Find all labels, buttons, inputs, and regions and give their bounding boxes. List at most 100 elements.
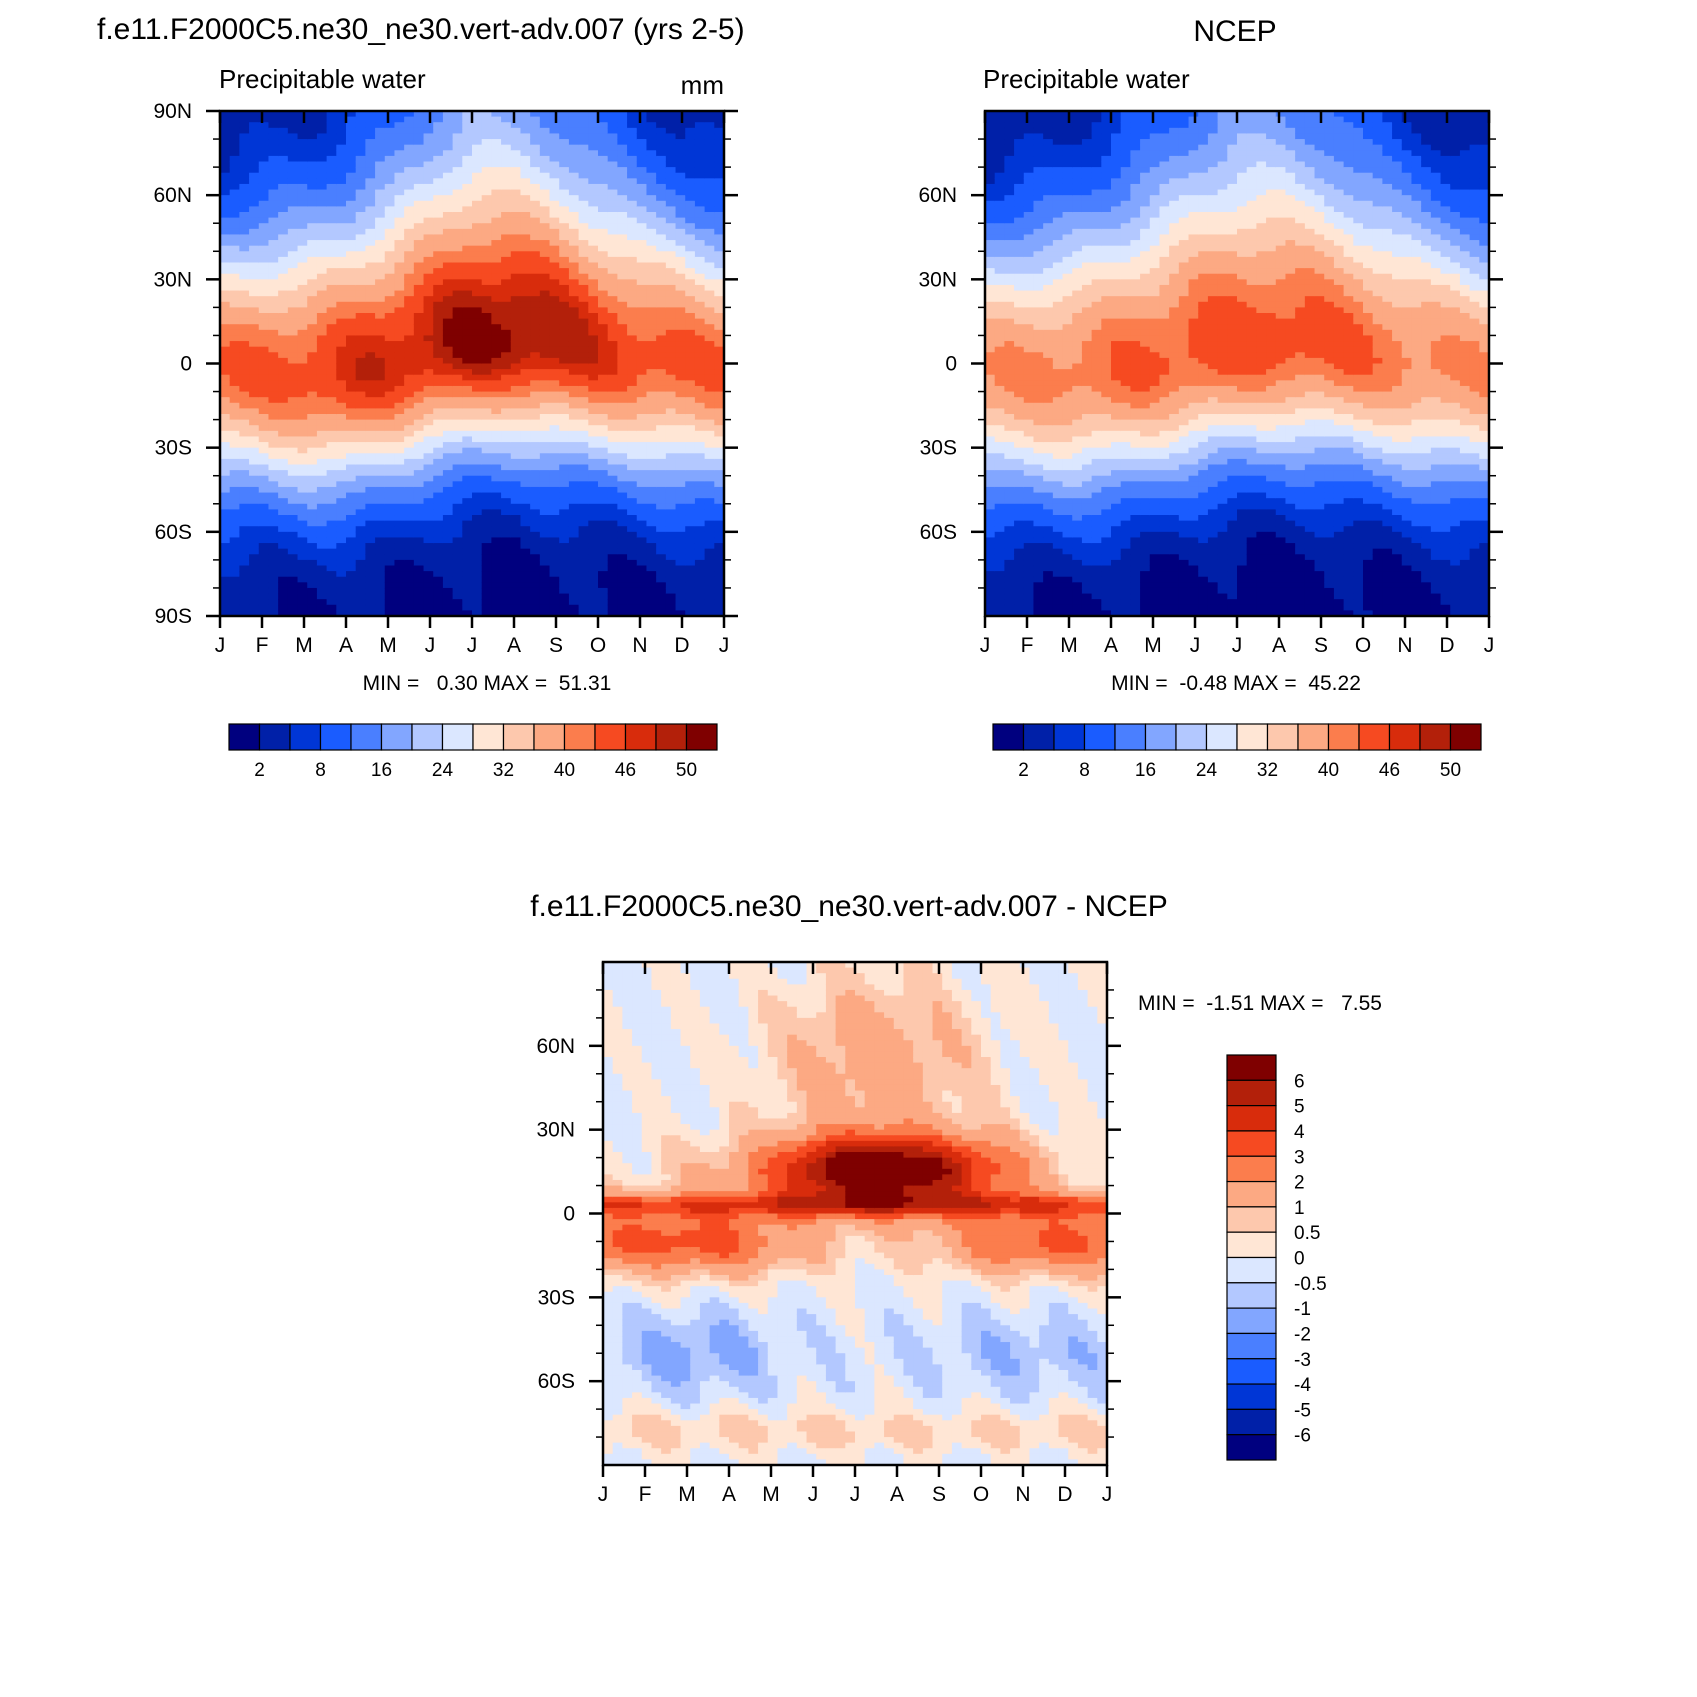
model-cell [568,470,580,477]
model-cell [568,543,580,550]
model-cell [433,290,444,297]
model-cell [229,509,240,516]
model-cell [520,481,531,488]
model-cell [249,442,260,449]
model-cell [510,447,522,454]
model-cell [268,144,279,151]
model-cell [258,587,270,595]
model-cell [520,313,531,320]
model-cell [520,324,531,331]
model-cell [675,503,686,510]
model-cell [394,262,405,269]
model-cell [568,498,580,505]
model-cell [539,251,551,258]
model-cell [375,470,386,477]
model-cell [413,116,425,123]
model-cell [472,150,483,157]
model-cell [346,464,357,471]
model-cell [598,212,609,219]
model-cell [346,341,357,348]
model-cell [413,425,425,432]
model-cell [384,374,396,381]
model-cell [694,593,706,600]
model-cell [268,498,279,505]
model-cell [413,554,425,561]
model-cell [394,554,405,561]
model-cell [220,195,231,202]
model-cell [530,604,541,611]
ncep-cell [994,526,1005,533]
model-cell [287,380,299,387]
model-cell [598,481,609,488]
model-cell [268,200,279,207]
model-cell [307,419,318,426]
model-cell [501,178,512,185]
model-cell [501,122,512,129]
model-cell [530,245,541,252]
model-cell [384,284,396,292]
model-cell [694,133,706,140]
model-cell [239,587,250,595]
model-cell [559,161,570,168]
model-cell [491,481,502,488]
model-cell [472,397,483,404]
model-cell [239,610,250,617]
model-cell [578,296,589,303]
model-cell [665,531,677,539]
model-cell [394,150,405,157]
model-cell [481,245,492,252]
model-cell [491,492,502,499]
model-cell [326,183,337,191]
model-cell [704,116,715,123]
model-cell [433,268,444,275]
model-cell [249,498,260,505]
ncep-cell [985,127,996,135]
model-cell [665,582,677,589]
model-cell [336,369,347,376]
model-cell [617,200,628,207]
model-cell [617,486,628,494]
model-cell [433,526,444,533]
model-cell [462,290,473,297]
model-cell [481,425,492,432]
model-cell [539,329,551,337]
model-cell [675,301,686,308]
model-cell [685,391,696,398]
model-cell [287,430,299,438]
model-cell [297,251,308,258]
model-cell [704,481,715,488]
model-cell [568,116,580,123]
model-cell [268,155,279,163]
model-cell [287,217,299,224]
model-cell [316,144,328,151]
model-cell [249,290,260,297]
model-cell [704,183,715,191]
model-cell [307,144,318,151]
model-cell [568,447,580,454]
model-cell [549,341,560,348]
model-cell [598,284,609,292]
model-cell [617,178,628,185]
ncep-cell [994,430,1005,438]
model-cell [694,554,706,561]
model-cell [249,251,260,258]
model-cell [539,537,551,544]
model-cell [627,217,638,224]
model-cell [229,262,240,269]
model-cell [520,571,531,578]
model-cell [404,223,415,230]
model-cell [539,183,551,191]
model-cell [287,419,299,426]
model-cell [413,582,425,589]
model-cell [365,498,376,505]
model-cell [675,414,686,421]
model-cell [239,234,250,241]
model-cell [462,200,473,207]
model-cell [501,206,512,213]
model-cell [530,486,541,494]
model-cell [665,352,677,359]
model-cell [413,486,425,494]
model-cell [714,526,725,533]
model-cell [413,122,425,129]
model-cell [346,543,357,550]
